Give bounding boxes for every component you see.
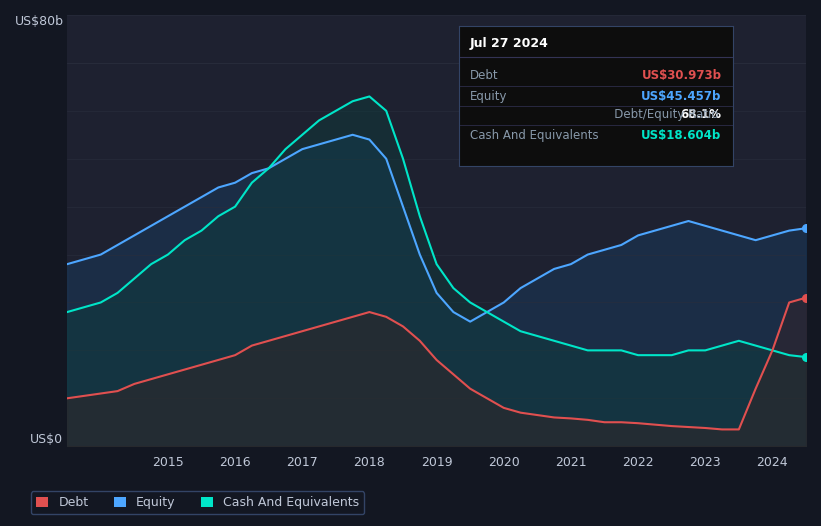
Text: US$18.604b: US$18.604b	[641, 129, 722, 142]
Point	[800, 294, 813, 302]
Text: Jul 27 2024: Jul 27 2024	[470, 37, 548, 49]
Text: Debt/Equity Ratio: Debt/Equity Ratio	[603, 108, 719, 121]
Text: US$80b: US$80b	[15, 15, 63, 28]
Point	[800, 224, 813, 232]
Text: Cash And Equivalents: Cash And Equivalents	[470, 129, 599, 142]
Text: US$0: US$0	[30, 433, 63, 446]
Legend: Debt, Equity, Cash And Equivalents: Debt, Equity, Cash And Equivalents	[31, 491, 365, 514]
Text: US$45.457b: US$45.457b	[641, 89, 722, 103]
Text: 68.1%: 68.1%	[681, 108, 722, 121]
Point	[800, 353, 813, 361]
Text: Equity: Equity	[470, 89, 507, 103]
Text: US$30.973b: US$30.973b	[641, 69, 722, 82]
Text: Debt: Debt	[470, 69, 498, 82]
